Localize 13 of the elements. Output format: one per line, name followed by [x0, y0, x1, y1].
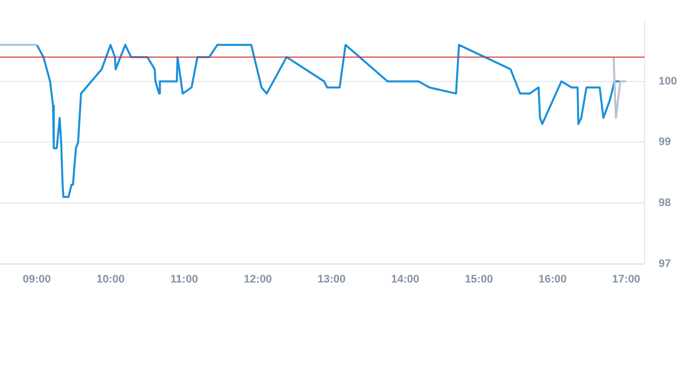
x-tick-label: 11:00: [170, 273, 198, 286]
x-tick-label: 13:00: [317, 273, 346, 286]
x-tick-label: 12:00: [244, 273, 272, 286]
x-tick-label: 10:00: [96, 273, 125, 286]
x-tick-label: 09:00: [22, 273, 51, 286]
x-tick-label: 14:00: [391, 273, 420, 286]
x-tick-label: 16:00: [538, 273, 567, 286]
y-tick-label: 100: [658, 75, 678, 88]
y-tick-label: 97: [658, 258, 671, 270]
y-tick-label: 99: [658, 136, 671, 148]
x-tick-label: 17:00: [612, 273, 640, 286]
y-tick-label: 98: [658, 197, 671, 210]
x-tick-label: 15:00: [464, 273, 493, 286]
